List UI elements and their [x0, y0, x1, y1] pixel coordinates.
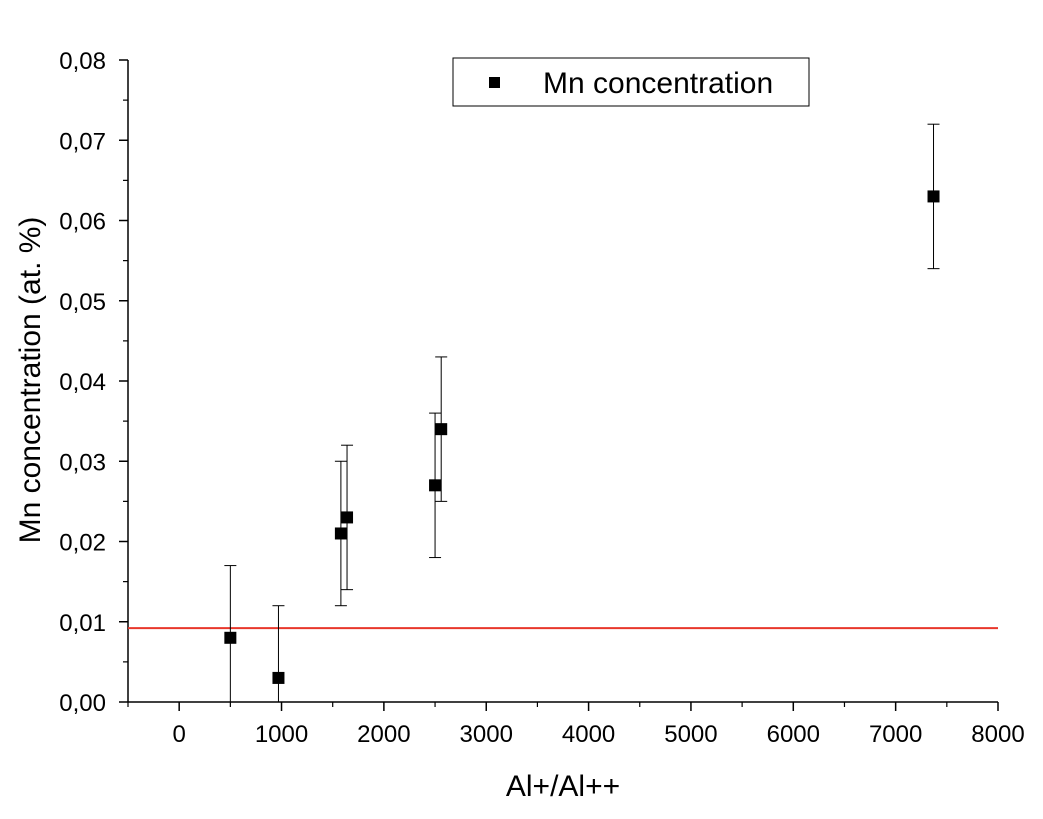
- x-tick-label: 4000: [562, 721, 615, 748]
- x-tick-label: 8000: [971, 721, 1024, 748]
- legend-label: Mn concentration: [543, 67, 773, 100]
- x-tick-label: 1000: [255, 721, 308, 748]
- point-marker: [341, 511, 354, 524]
- y-tick-label: 0,04: [59, 369, 106, 396]
- data-point: [224, 565, 237, 702]
- legend: Mn concentration: [452, 57, 810, 107]
- y-tick-label: 0,06: [59, 209, 106, 236]
- x-tick-label: 7000: [869, 721, 922, 748]
- point-marker: [224, 631, 237, 644]
- y-tick-label: 0,03: [59, 449, 106, 476]
- y-tick-label: 0,08: [59, 48, 106, 75]
- point-marker: [334, 527, 347, 540]
- point-marker: [927, 190, 940, 203]
- point-marker: [272, 671, 285, 684]
- y-axis-title: Mn concentration (at. %): [14, 217, 47, 544]
- x-tick-label: 0: [172, 721, 185, 748]
- data-point: [341, 444, 354, 591]
- data-points: [224, 123, 940, 702]
- y-tick-label: 0,01: [59, 610, 106, 637]
- data-point: [435, 356, 448, 502]
- y-tick-label: 0,05: [59, 289, 106, 316]
- y-tick-label: 0,00: [59, 690, 106, 717]
- x-tick-label: 6000: [767, 721, 820, 748]
- x-tick-label: 3000: [460, 721, 513, 748]
- y-tick-label: 0,02: [59, 530, 106, 557]
- legend-box: [452, 57, 810, 107]
- y-tick-label: 0,07: [59, 128, 106, 155]
- data-point: [927, 123, 940, 270]
- data-point: [272, 605, 285, 702]
- legend-marker: [489, 77, 500, 88]
- x-tick-label: 5000: [664, 721, 717, 748]
- x-tick-label: 2000: [357, 721, 410, 748]
- point-marker: [429, 479, 442, 492]
- axes: 0 1000 2000 3000 4000 5000 6000 7000 8000 0,00 0,0…: [59, 48, 1024, 748]
- x-axis-title: Al+/Al++: [506, 770, 620, 803]
- data-point: [334, 460, 347, 607]
- data-point: [429, 412, 442, 559]
- point-marker: [435, 423, 448, 436]
